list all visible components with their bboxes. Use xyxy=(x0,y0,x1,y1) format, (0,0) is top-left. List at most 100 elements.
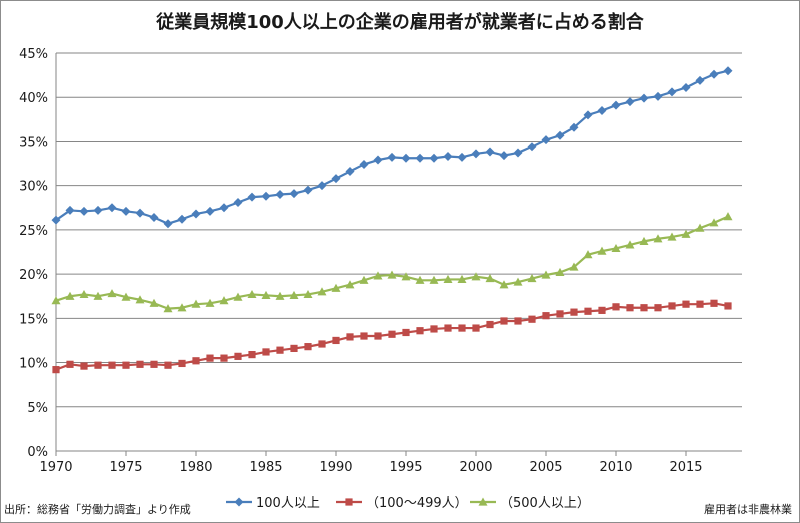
data-point xyxy=(107,203,117,213)
data-point xyxy=(709,69,719,79)
data-point xyxy=(654,304,662,312)
data-point xyxy=(387,270,397,279)
data-point xyxy=(177,214,187,224)
data-point xyxy=(401,272,411,281)
y-tick-label: 25% xyxy=(19,224,48,239)
data-point xyxy=(724,302,732,310)
data-point xyxy=(303,289,313,299)
data-point xyxy=(317,287,327,296)
data-point xyxy=(626,304,634,312)
y-tick-label: 30% xyxy=(19,180,48,195)
data-point xyxy=(681,229,691,238)
data-point xyxy=(191,299,201,308)
data-point xyxy=(584,307,592,315)
data-point xyxy=(695,223,705,232)
data-point xyxy=(205,206,215,216)
data-point xyxy=(262,348,270,356)
data-point xyxy=(625,97,635,107)
data-point xyxy=(345,167,355,177)
data-point xyxy=(444,324,452,332)
data-point xyxy=(569,262,579,271)
data-point xyxy=(79,289,89,299)
legend-item: （500人以上） xyxy=(470,496,590,511)
data-point xyxy=(233,292,243,301)
data-point xyxy=(79,206,89,216)
data-point xyxy=(710,299,718,307)
data-point xyxy=(527,142,537,152)
data-point xyxy=(696,300,704,308)
data-point xyxy=(486,320,494,329)
data-point xyxy=(360,332,368,340)
data-point xyxy=(276,346,284,354)
data-point xyxy=(416,327,424,335)
data-point xyxy=(136,360,144,368)
data-point xyxy=(457,274,467,284)
data-point xyxy=(612,303,620,311)
series-1 xyxy=(51,66,733,229)
data-point xyxy=(402,328,410,337)
data-point xyxy=(191,209,201,219)
data-point xyxy=(135,295,145,304)
x-tick-label: 1995 xyxy=(389,460,422,475)
data-point xyxy=(65,205,75,215)
data-point xyxy=(598,306,606,314)
data-point xyxy=(723,66,733,76)
data-point xyxy=(219,203,229,213)
data-point xyxy=(332,336,340,345)
series-2 xyxy=(52,299,732,374)
legend-marker xyxy=(345,498,353,506)
data-point xyxy=(681,82,691,92)
y-tick-label: 10% xyxy=(19,357,48,372)
y-tick-label: 20% xyxy=(19,268,48,283)
data-point xyxy=(597,105,607,115)
data-point xyxy=(107,289,117,298)
y-tick-label: 0% xyxy=(27,445,48,460)
data-point xyxy=(247,192,257,202)
data-point xyxy=(93,291,103,300)
x-tick-label: 2015 xyxy=(669,460,702,475)
data-point xyxy=(542,312,550,320)
legend-item: （100～499人） xyxy=(336,496,468,511)
data-point xyxy=(345,280,355,289)
data-point xyxy=(289,290,299,299)
data-point xyxy=(388,330,396,338)
chart-title: 従業員規模100人以上の企業の雇用者が就業者に占める割合 xyxy=(156,12,644,33)
data-point xyxy=(52,366,60,374)
data-point xyxy=(513,148,523,158)
data-point xyxy=(80,362,88,370)
data-point xyxy=(430,325,438,333)
y-tick-label: 40% xyxy=(19,91,48,106)
data-point xyxy=(164,361,172,369)
data-point xyxy=(163,304,173,313)
data-point xyxy=(668,302,676,310)
x-tick-label: 1990 xyxy=(319,460,352,475)
data-point xyxy=(513,277,523,286)
data-point xyxy=(289,189,299,199)
data-point xyxy=(206,354,214,362)
legend-item: 100人以上 xyxy=(226,496,320,511)
data-point xyxy=(443,151,453,161)
data-point xyxy=(640,304,648,312)
data-point xyxy=(555,267,565,276)
data-point xyxy=(275,190,285,200)
data-point xyxy=(443,274,453,284)
data-point xyxy=(528,315,536,323)
data-point xyxy=(682,300,690,308)
legend-marker xyxy=(234,497,244,507)
series-3 xyxy=(51,212,733,313)
data-point xyxy=(583,110,593,120)
data-point xyxy=(485,274,495,283)
data-point xyxy=(695,75,705,85)
series-line xyxy=(55,69,729,225)
data-point xyxy=(555,130,565,140)
data-point xyxy=(709,218,719,227)
data-point xyxy=(625,240,635,249)
data-point xyxy=(248,350,256,359)
data-point xyxy=(261,191,271,201)
data-point xyxy=(122,361,130,369)
data-point xyxy=(485,147,495,157)
data-point xyxy=(667,232,677,241)
data-point xyxy=(541,270,551,279)
